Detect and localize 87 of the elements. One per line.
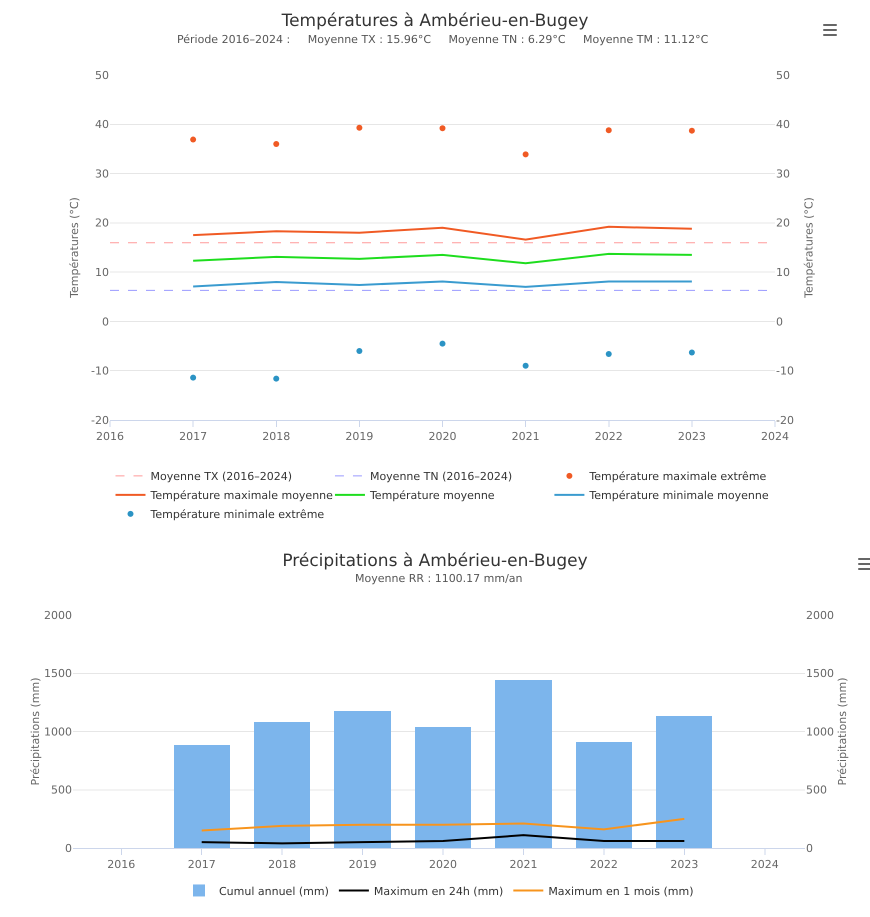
point <box>522 151 529 158</box>
legend-label: Température moyenne <box>368 489 495 502</box>
line-series <box>192 226 693 241</box>
y-tick-label: 1500 <box>44 667 72 680</box>
point <box>606 350 612 357</box>
chart-title: Températures à Ambérieu-en-Bugey <box>280 10 588 31</box>
y2-tick-label: 1500 <box>806 667 834 680</box>
y2-tick-label: -10 <box>776 364 794 378</box>
y-tick-label: -10 <box>91 364 109 378</box>
legend-label: Maximum en 1 mois (mm) <box>548 884 694 898</box>
x-tick-label: 2024 <box>750 858 779 872</box>
point <box>356 124 362 131</box>
y-tick-label: -20 <box>91 414 109 427</box>
y2-axis-title: Températures (°C) <box>802 197 816 299</box>
bar <box>254 722 310 848</box>
x-tick-label: 2022 <box>594 430 623 444</box>
y2-tick-label: 500 <box>806 784 827 797</box>
y2-tick-label: 10 <box>776 266 790 279</box>
y2-tick-label: 2000 <box>806 608 834 622</box>
point <box>190 374 196 381</box>
y2-tick-label: 0 <box>806 842 813 855</box>
y-tick-label: 40 <box>95 118 109 132</box>
x-tick-label: 2021 <box>509 858 538 872</box>
point <box>688 128 695 134</box>
x-tick-label: 2024 <box>761 430 789 444</box>
x-tick-label: 2020 <box>428 430 456 444</box>
point <box>273 376 280 382</box>
bar <box>576 742 632 848</box>
legend-label: Maximum en 24h (mm) <box>374 884 504 898</box>
legend-label: Moyenne TN (2016–2024) <box>370 470 512 484</box>
bar <box>174 745 230 848</box>
point <box>440 125 446 132</box>
y2-tick-label: 40 <box>776 118 790 132</box>
y-tick-label: 50 <box>95 68 109 82</box>
legend-label: Cumul annuel (mm) <box>219 884 329 898</box>
bar <box>415 727 471 848</box>
point <box>190 136 196 143</box>
x-tick-label: 2019 <box>345 430 374 444</box>
y-tick-label: 2000 <box>44 608 72 622</box>
chart-title: Précipitations à Ambérieu-en-Bugey <box>282 550 588 571</box>
legend-label: Température maximale moyenne <box>150 489 334 502</box>
bar <box>334 711 391 848</box>
line-series <box>200 834 686 844</box>
chart-subtitle: Moyenne RR : 1100.17 mm/an <box>355 572 523 585</box>
line-series <box>192 252 693 264</box>
x-tick-label: 2017 <box>188 858 216 872</box>
y-axis-title: Précipitations (mm) <box>29 678 42 786</box>
y2-tick-label: 50 <box>776 68 790 82</box>
y-tick-label: 500 <box>51 784 72 797</box>
x-tick-label: 2018 <box>268 858 296 872</box>
y2-tick-label: 20 <box>776 216 790 230</box>
x-tick-label: 2023 <box>678 430 706 444</box>
x-tick-label: 2020 <box>429 858 458 872</box>
y2-tick-label: -20 <box>776 414 794 427</box>
bar <box>656 716 712 848</box>
y-tick-label: 0 <box>102 315 109 328</box>
x-tick-label: 2017 <box>179 430 208 444</box>
legend-label: Température minimale moyenne <box>588 489 769 502</box>
y-tick-label: 1000 <box>44 725 72 738</box>
x-tick-label: 2022 <box>590 858 618 872</box>
legend-label: Température minimale extrême <box>150 508 324 522</box>
point <box>356 348 362 354</box>
y2-tick-label: 0 <box>776 315 783 328</box>
x-tick-label: 2019 <box>348 858 377 872</box>
y-tick-label: 30 <box>95 167 109 180</box>
point <box>440 340 446 347</box>
y2-tick-label: 30 <box>776 167 790 180</box>
y-tick-label: 20 <box>95 216 109 230</box>
point <box>273 141 280 147</box>
point <box>522 362 529 369</box>
x-tick-label: 2018 <box>262 430 290 444</box>
legend-label: Moyenne TX (2016–2024) <box>150 470 292 484</box>
x-tick-label: 2016 <box>96 430 124 444</box>
y2-axis-title: Précipitations (mm) <box>836 678 849 786</box>
x-tick-label: 2016 <box>107 858 136 872</box>
point <box>606 127 612 134</box>
y-tick-label: 0 <box>65 842 72 855</box>
chart-subtitle: Période 2016–2024 : Moyenne TX : 15.96°C Moyenne TN : 6.29°C Moyenne TM : 11.12°C <box>177 33 709 46</box>
y2-tick-label: 1000 <box>806 725 834 738</box>
bar <box>495 680 552 848</box>
legend-label: Température maximale extrême <box>588 470 767 484</box>
y-tick-label: 10 <box>95 266 109 279</box>
x-tick-label: 2021 <box>512 430 540 444</box>
x-tick-label: 2023 <box>670 858 698 872</box>
y-axis-title: Températures (°C) <box>68 197 81 299</box>
point <box>688 349 695 356</box>
line-series <box>200 818 686 832</box>
